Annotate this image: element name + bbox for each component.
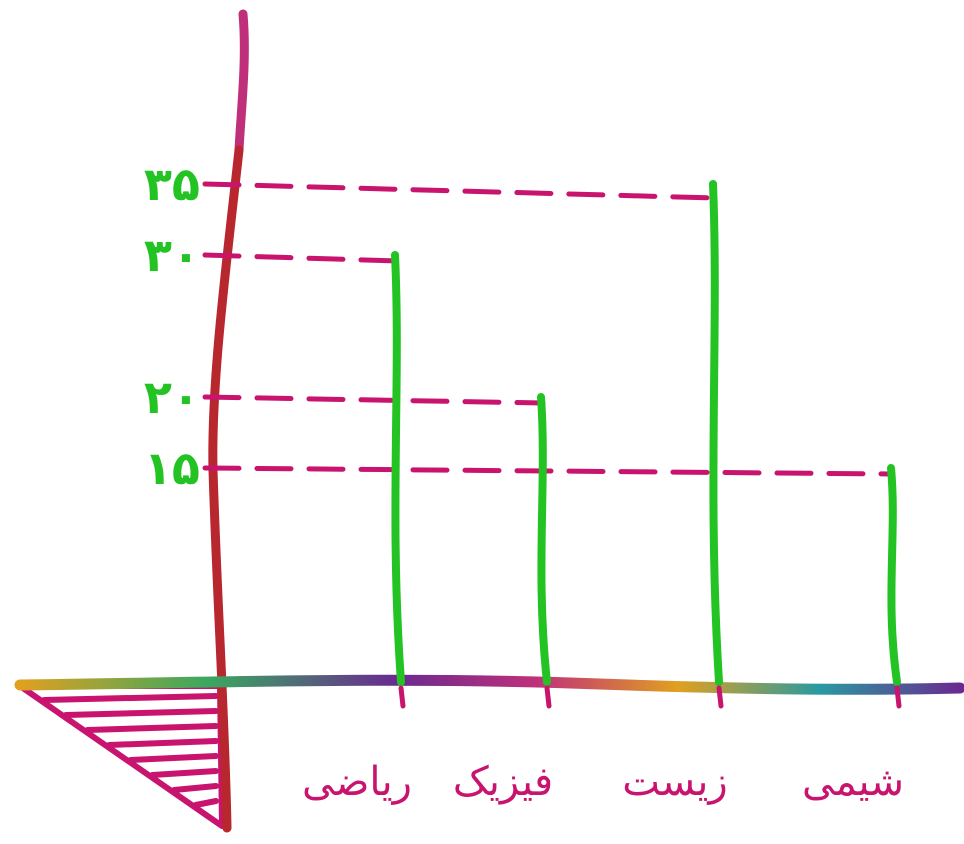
y-tick-label: ۳۰ — [144, 228, 200, 282]
hatch-line — [171, 783, 219, 793]
guide-line — [202, 394, 546, 406]
hatch-line — [84, 723, 219, 733]
category-label: ریاضی — [302, 759, 412, 805]
bar-tick-mark — [894, 685, 902, 709]
y-tick-label: ۱۵ — [144, 441, 200, 495]
hatch-line — [106, 738, 219, 748]
bar — [537, 393, 551, 686]
hatch-line — [127, 753, 219, 763]
category-label: فیزیک — [453, 759, 553, 805]
y-tick-label: ۳۵ — [144, 157, 200, 211]
guide-line — [202, 252, 400, 264]
bar — [887, 464, 901, 686]
hatch-line — [192, 798, 219, 808]
hatch-line — [62, 708, 219, 718]
category-label: شیمی — [802, 759, 904, 805]
bar — [391, 251, 405, 686]
bar-tick-mark — [544, 685, 552, 709]
y-tick-label: ۲۰ — [144, 370, 200, 424]
guide-line — [202, 181, 718, 201]
y-axis-top — [234, 9, 249, 155]
bar-tick-mark — [398, 685, 406, 709]
bar — [709, 180, 723, 686]
bar-tick-mark — [716, 685, 724, 709]
guide-line — [202, 465, 896, 477]
corner-hatch — [17, 683, 225, 829]
hatch-line — [41, 693, 219, 703]
hatch-line — [149, 768, 219, 778]
x-axis — [14, 674, 964, 695]
category-label: زیست — [622, 759, 727, 805]
